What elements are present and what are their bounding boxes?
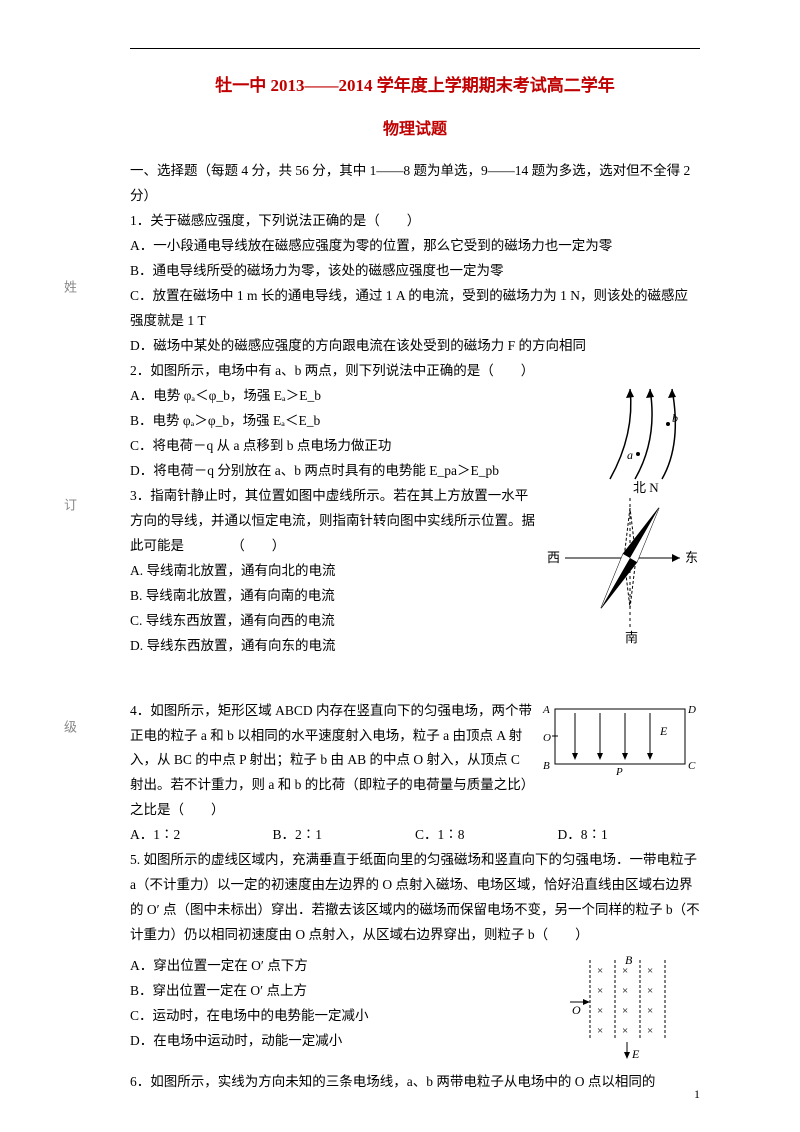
q4-figure: A D B C O P E: [540, 699, 700, 777]
q4-options: A．1∶2 B．2∶1 C．1∶8 D．8∶1: [130, 823, 700, 848]
section-intro: 一、选择题（每题 4 分，共 56 分，其中 1——8 题为单选，9——14 题…: [130, 159, 700, 209]
svg-text:P: P: [615, 766, 623, 777]
svg-text:A: A: [542, 704, 550, 716]
svg-text:×: ×: [647, 1025, 653, 1037]
svg-text:C: C: [688, 760, 696, 772]
svg-text:×: ×: [597, 965, 603, 977]
svg-text:×: ×: [622, 985, 628, 997]
q5-figure: ××× ××× ××× ××× O B E: [560, 952, 700, 1062]
svg-text:×: ×: [622, 1025, 628, 1037]
title-sub: 物理试题: [130, 115, 700, 145]
svg-text:B: B: [543, 760, 550, 772]
svg-text:×: ×: [597, 1005, 603, 1017]
compass-n-label: 北 N: [633, 480, 659, 495]
svg-text:O: O: [543, 732, 551, 744]
q2-stem: 2．如图所示，电场中有 a、b 两点，则下列说法中正确的是（ ）: [130, 359, 700, 384]
svg-text:×: ×: [597, 985, 603, 997]
q4-opt-c: C．1∶8: [415, 823, 558, 848]
svg-text:E: E: [659, 724, 668, 738]
svg-text:b: b: [672, 411, 678, 425]
q4-opt-a: A．1∶2: [130, 823, 273, 848]
svg-text:E: E: [631, 1047, 640, 1061]
svg-text:B: B: [625, 953, 633, 967]
q5-stem: 5. 如图所示的虚线区域内，充满垂直于纸面向里的匀强磁场和竖直向下的匀强电场．一…: [130, 848, 700, 948]
svg-text:×: ×: [597, 1025, 603, 1037]
compass-w-label: 西: [547, 550, 560, 565]
q4-opt-b: B．2∶1: [273, 823, 416, 848]
svg-text:×: ×: [647, 985, 653, 997]
svg-text:O: O: [572, 1003, 581, 1017]
q1-stem: 1．关于磁感应强度，下列说法正确的是（ ）: [130, 209, 700, 234]
svg-text:×: ×: [647, 965, 653, 977]
svg-text:D: D: [687, 704, 696, 716]
compass-e-label: 东: [685, 550, 698, 565]
q3-figure: 北 N 南 西 东: [545, 480, 700, 645]
page-number: 1: [694, 1087, 700, 1102]
q1-opt-d: D．磁场中某处的磁感应强度的方向跟电流在该处受到的磁场力 F 的方向相同: [130, 334, 700, 359]
q1-opt-b: B．通电导线所受的磁场力为零，该处的磁感应强度也一定为零: [130, 259, 700, 284]
svg-text:a: a: [627, 448, 633, 462]
q4-opt-d: D．8∶1: [558, 823, 701, 848]
page-body: 牡一中 2013——2014 学年度上学期期末考试高二学年 物理试题 一、选择题…: [0, 0, 800, 1125]
q2-figure: a b: [590, 384, 700, 484]
svg-text:×: ×: [622, 1005, 628, 1017]
q6-stem: 6．如图所示，实线为方向未知的三条电场线，a、b 两带电粒子从电场中的 O 点以…: [130, 1070, 700, 1095]
q1-opt-a: A．一小段通电导线放在磁感应强度为零的位置，那么它受到的磁场力也一定为零: [130, 234, 700, 259]
svg-text:×: ×: [647, 1005, 653, 1017]
q1-opt-c: C．放置在磁场中 1 m 长的通电导线，通过 1 A 的电流，受到的磁场力为 1…: [130, 284, 700, 334]
compass-s-label: 南: [625, 630, 638, 645]
title-main: 牡一中 2013——2014 学年度上学期期末考试高二学年: [130, 70, 700, 101]
